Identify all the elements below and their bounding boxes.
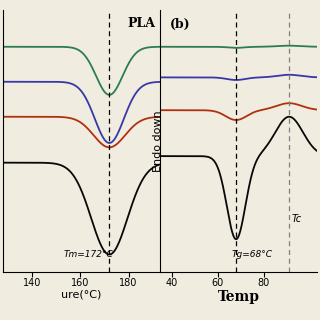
Text: PLA: PLA xyxy=(127,18,155,30)
X-axis label: ure(°C): ure(°C) xyxy=(61,290,102,300)
Text: (b): (b) xyxy=(169,18,190,30)
Text: Endo down: Endo down xyxy=(153,110,164,172)
X-axis label: Temp: Temp xyxy=(217,290,260,304)
Text: Tc: Tc xyxy=(292,214,301,224)
Text: Tm=172°C: Tm=172°C xyxy=(63,250,113,259)
Text: Tg=68°C: Tg=68°C xyxy=(231,250,273,259)
